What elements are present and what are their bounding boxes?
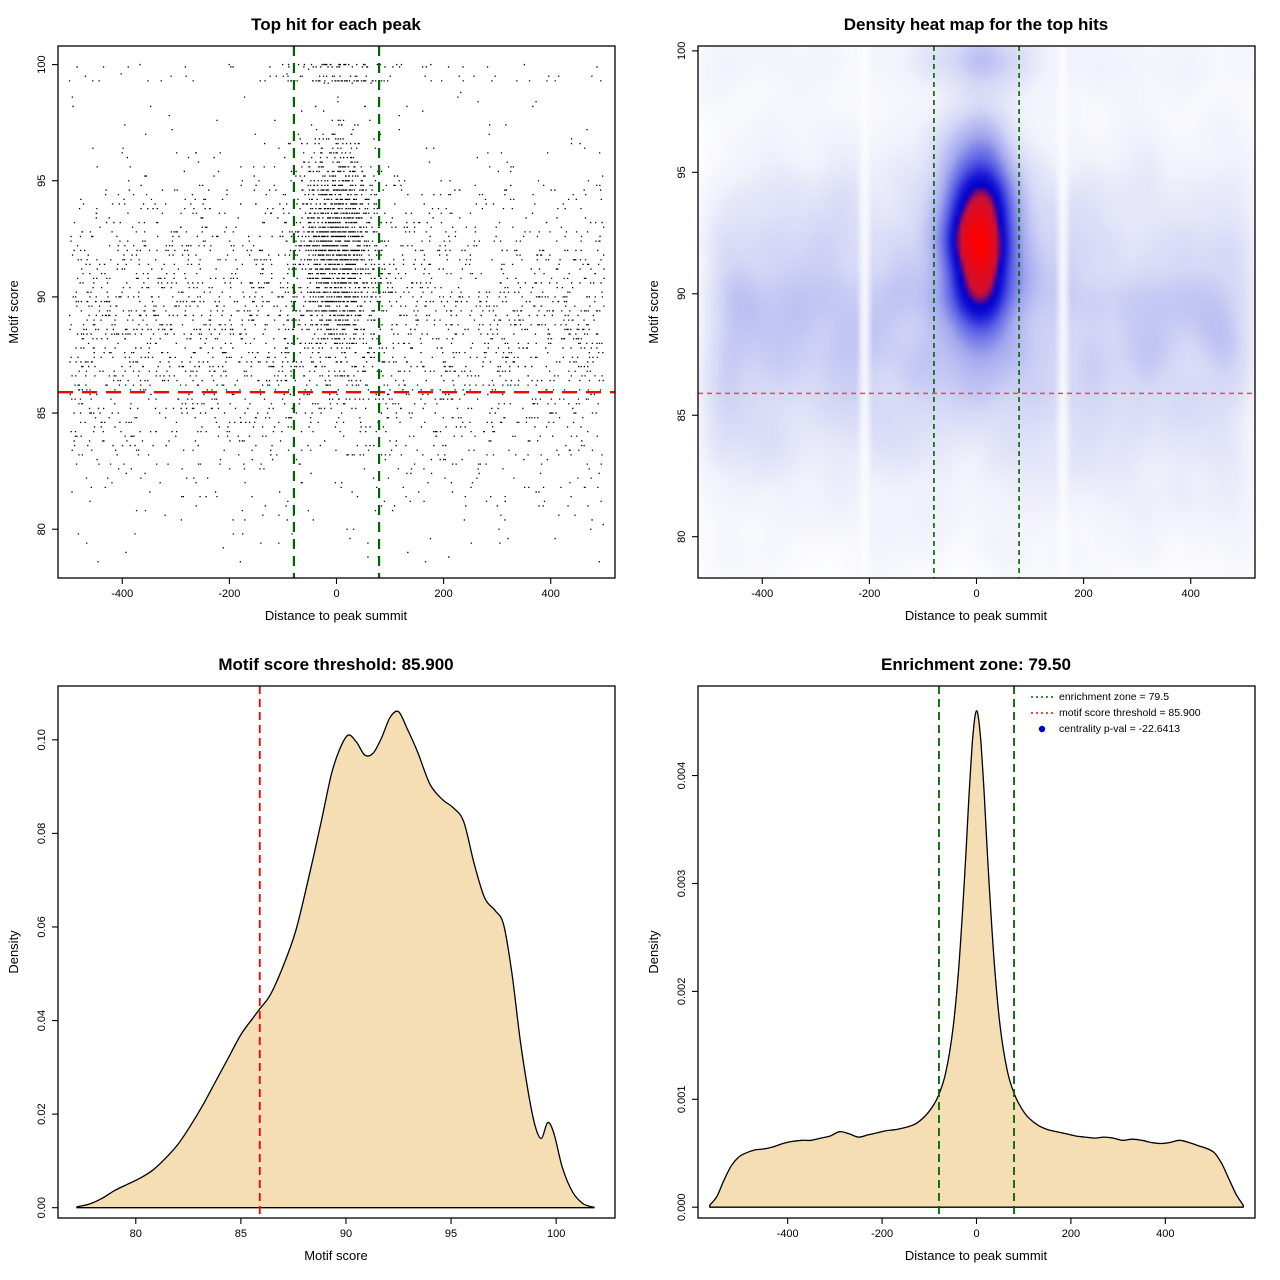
y-axis-label: Motif score	[6, 280, 21, 344]
x-tick-label: -400	[777, 1228, 799, 1240]
y-tick-label: 0.00	[36, 1197, 48, 1218]
x-tick-label: 200	[434, 588, 452, 600]
chart-title: Enrichment zone: 79.50	[881, 655, 1071, 674]
y-tick-label: 0.002	[676, 978, 688, 1006]
x-tick-label: 400	[1182, 588, 1200, 600]
y-tick-label: 0.02	[36, 1103, 48, 1124]
x-tick-label: 85	[235, 1228, 247, 1240]
plot-border	[697, 45, 1256, 579]
x-tick-label: 0	[973, 588, 979, 600]
y-tick-label: 95	[676, 166, 688, 178]
y-tick-label: 85	[676, 409, 688, 421]
x-tick-label: 400	[1156, 1228, 1174, 1240]
panel-top-hit-scatter: Top hit for each peak Distance to peak s…	[0, 0, 640, 640]
y-tick-label: 0.08	[36, 823, 48, 844]
y-axis-label: Density	[646, 930, 661, 974]
y-tick-label: 85	[36, 407, 48, 419]
x-axis-label: Distance to peak summit	[265, 608, 408, 623]
legend-label: enrichment zone = 79.5	[1059, 691, 1169, 703]
plot-border	[57, 685, 616, 1219]
plot-area: 80 85 90 95 100 0.00 0.02 0.04 0.06 0.08 0.10	[36, 685, 616, 1240]
y-tick-label: 0.000	[676, 1193, 688, 1221]
panel-density-heatmap: Density heat map for the top hits Distan…	[640, 0, 1280, 640]
legend-label: motif score threshold = 85.900	[1059, 707, 1201, 719]
y-tick-label: 0.001	[676, 1086, 688, 1114]
x-tick-label: -200	[218, 588, 240, 600]
distance-density-plot: Enrichment zone: 79.50 Distance to peak …	[646, 655, 1256, 1263]
heatmap-plot: Density heat map for the top hits Distan…	[646, 15, 1256, 623]
y-tick-label: 90	[676, 288, 688, 300]
x-tick-label: 200	[1074, 588, 1092, 600]
y-tick-label: 0.06	[36, 916, 48, 937]
x-tick-label: 400	[542, 588, 560, 600]
panel-motif-score-density: Motif score threshold: 85.900 Motif scor…	[0, 640, 640, 1280]
score-density-plot: Motif score threshold: 85.900 Motif scor…	[6, 655, 616, 1263]
panel-distance-density: Enrichment zone: 79.50 Distance to peak …	[640, 640, 1280, 1280]
scatter-points	[68, 63, 605, 563]
y-tick-label: 100	[36, 55, 48, 73]
heatmap-canvas	[698, 46, 1255, 578]
x-axis-label: Motif score	[304, 1248, 368, 1263]
y-tick-label: 90	[36, 291, 48, 303]
chart-title: Motif score threshold: 85.900	[218, 655, 453, 674]
y-tick-label: 0.003	[676, 870, 688, 898]
x-tick-label: 80	[130, 1228, 142, 1240]
plot-area: -400 -200 0 200 400 80 85 90 95 100	[676, 42, 1256, 600]
y-tick-label: 80	[676, 531, 688, 543]
x-tick-label: -400	[751, 588, 773, 600]
x-tick-label: 0	[333, 588, 339, 600]
plot-area: enrichment zone = 79.5 motif score thresh…	[676, 685, 1256, 1240]
legend-point-marker	[1038, 725, 1046, 733]
scatter-plot: Top hit for each peak Distance to peak s…	[6, 15, 616, 623]
chart-title: Density heat map for the top hits	[844, 15, 1108, 34]
y-tick-label: 0.004	[676, 762, 688, 790]
plot-border	[57, 45, 616, 579]
y-tick-label: 80	[36, 523, 48, 535]
plot-area: -400 -200 0 200 400 80 85 90 95 100	[36, 45, 616, 600]
legend-item: enrichment zone = 79.5	[1031, 691, 1169, 703]
x-tick-label: 200	[1062, 1228, 1080, 1240]
x-axis-label: Distance to peak summit	[905, 1248, 1048, 1263]
legend-item: centrality p-val = -22.6413	[1038, 723, 1180, 735]
density-area	[76, 710, 595, 1209]
y-tick-label: 95	[36, 175, 48, 187]
x-tick-label: -200	[871, 1228, 893, 1240]
density-area	[709, 710, 1244, 1208]
x-tick-label: 90	[340, 1228, 352, 1240]
legend-label: centrality p-val = -22.6413	[1059, 723, 1180, 735]
legend-item: motif score threshold = 85.900	[1031, 707, 1201, 719]
x-tick-label: 95	[445, 1228, 457, 1240]
chart-title: Top hit for each peak	[251, 15, 421, 34]
y-axis-label: Motif score	[646, 280, 661, 344]
x-tick-label: -200	[858, 588, 880, 600]
x-tick-label: 100	[547, 1228, 565, 1240]
x-tick-label: -400	[111, 588, 133, 600]
x-axis-label: Distance to peak summit	[905, 608, 1048, 623]
y-tick-label: 0.04	[36, 1010, 48, 1031]
y-tick-label: 0.10	[36, 729, 48, 750]
y-tick-label: 100	[676, 42, 688, 60]
x-tick-label: 0	[973, 1228, 979, 1240]
y-axis-label: Density	[6, 930, 21, 974]
